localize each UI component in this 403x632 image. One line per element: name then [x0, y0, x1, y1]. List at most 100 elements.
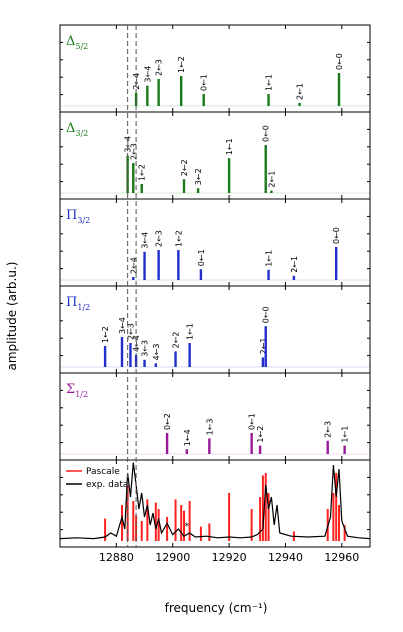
transition-bar — [208, 438, 211, 454]
transition-label: 2←1 — [267, 171, 276, 188]
transition-bar — [154, 363, 158, 367]
panel-label: Π1/2 — [66, 295, 90, 312]
transition-bar — [177, 250, 180, 280]
transition-label: 3←3 — [141, 340, 150, 357]
marker-label: * — [185, 522, 190, 532]
transition-label: 1←2 — [101, 326, 110, 343]
transition-bar — [103, 346, 107, 367]
transition-label: 1←1 — [225, 138, 234, 155]
transition-bar — [202, 94, 205, 106]
transition-bar — [326, 440, 329, 454]
transition-bar — [196, 188, 200, 193]
transition-label: 0←0 — [332, 227, 341, 244]
pascale-stick — [343, 525, 346, 541]
pascale-stick — [146, 499, 149, 541]
transition-bar — [188, 343, 191, 367]
transition-bar — [165, 433, 169, 454]
pascale-stick — [208, 523, 211, 541]
x-tick-label: 12920 — [212, 551, 247, 564]
pascale-stick — [174, 499, 177, 541]
transition-bar — [146, 85, 149, 106]
x-tick-label: 12960 — [324, 551, 359, 564]
transition-label: 4←4 — [132, 335, 141, 352]
legend-entry: exp. data — [86, 480, 128, 490]
pascale-stick — [104, 518, 107, 541]
x-axis-title: frequency (cm⁻¹) — [165, 601, 268, 615]
transition-bar — [157, 79, 160, 106]
exp-data-line — [59, 462, 371, 540]
panel-frame-0 — [59, 24, 371, 113]
transition-label: 1←2 — [174, 230, 183, 247]
panel-label: Σ1/2 — [66, 382, 88, 399]
transition-bar — [227, 158, 231, 193]
transition-label: 2←1 — [259, 338, 268, 355]
transition-label: 0←1 — [197, 249, 206, 266]
transition-bar — [261, 357, 265, 367]
panel-label-subscript: 5/2 — [75, 42, 88, 51]
pascale-stick — [332, 493, 335, 541]
pascale-stick — [135, 515, 138, 541]
transition-bar — [174, 351, 177, 367]
transition-bar — [132, 163, 135, 193]
transition-label: 1←1 — [341, 426, 350, 443]
transition-bar — [132, 277, 135, 280]
transition-label: 2←1 — [296, 83, 305, 100]
transition-label: 4←3 — [152, 344, 161, 361]
pascale-stick — [154, 502, 157, 541]
panel-label-subscript: 3/2 — [77, 216, 90, 225]
pascale-stick — [261, 475, 264, 541]
transition-bar — [264, 145, 267, 193]
transition-bar — [179, 76, 183, 106]
transition-bar — [199, 269, 203, 280]
transition-bar — [298, 103, 301, 106]
transition-label: 2←4 — [129, 257, 138, 274]
transition-bar — [337, 73, 341, 106]
transition-label: 1←2 — [256, 426, 265, 443]
panel-label-subscript: 3/2 — [75, 129, 88, 138]
pascale-stick — [267, 493, 270, 541]
transition-label: 1←1 — [265, 250, 274, 267]
pascale-stick — [140, 521, 143, 541]
transition-label: 0←0 — [335, 53, 344, 70]
transition-bar — [143, 359, 146, 367]
transition-bar — [267, 269, 270, 280]
panel-frame-4 — [59, 372, 371, 461]
panel-label: Δ5/2 — [66, 34, 88, 51]
panel-label: Π3/2 — [66, 208, 90, 225]
transition-label: 1←4 — [183, 429, 192, 446]
pascale-stick — [259, 497, 262, 541]
transition-label: 0←0 — [262, 306, 271, 323]
transition-label: 2←3 — [324, 421, 333, 438]
transition-label: 2←2 — [180, 159, 189, 176]
transition-bar — [258, 445, 262, 454]
transition-label: 3←4 — [118, 317, 127, 334]
transition-bar — [270, 190, 273, 193]
transition-bar — [185, 449, 189, 454]
pascale-stick — [335, 473, 338, 541]
x-tick-label: 12880 — [99, 551, 134, 564]
transition-bar — [126, 155, 129, 193]
panel-frame-2 — [59, 198, 371, 287]
transition-label: 0←2 — [163, 413, 172, 430]
legend-entry: Pascale — [86, 467, 120, 477]
transition-bar — [129, 343, 132, 367]
transition-bar — [120, 337, 124, 367]
transition-label: 0←1 — [200, 74, 209, 91]
pascale-stick — [121, 505, 123, 541]
transition-bar — [267, 94, 270, 106]
transition-label: 2←3 — [155, 230, 164, 247]
pascale-stick — [264, 473, 267, 541]
panel-frame-5 — [59, 459, 371, 548]
transition-bar — [334, 247, 338, 280]
transition-bar — [140, 184, 143, 193]
pascale-stick — [132, 501, 135, 541]
transition-bar — [264, 326, 267, 367]
pascale-stick — [199, 526, 202, 541]
transition-label: 2←1 — [290, 256, 299, 273]
panel-frame-1 — [59, 111, 371, 200]
transition-label: 3←4 — [141, 232, 150, 249]
pascale-stick — [157, 509, 160, 541]
transition-label: 3←4 — [124, 136, 133, 153]
panel-label-subscript: 1/2 — [77, 303, 90, 312]
